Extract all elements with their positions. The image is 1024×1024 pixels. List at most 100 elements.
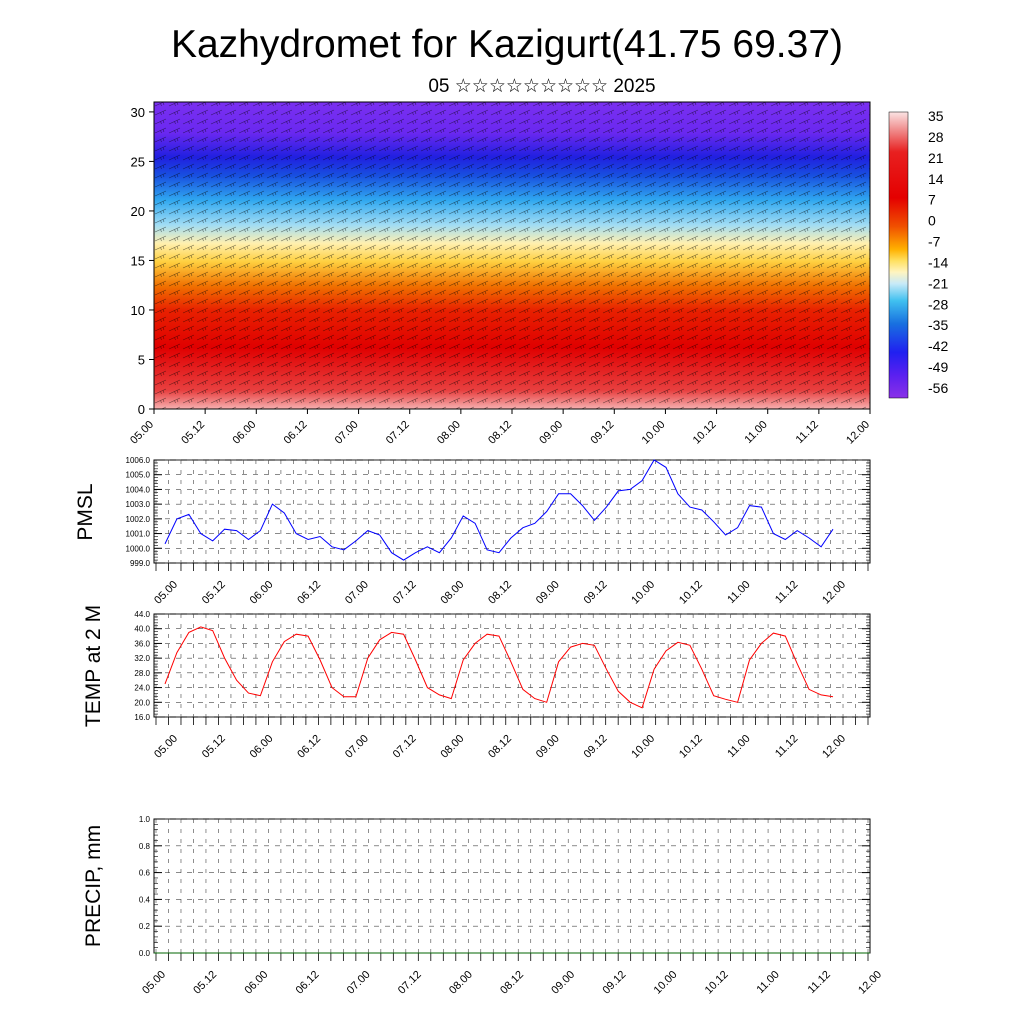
- x-tick-label: 10.00: [629, 733, 657, 761]
- x-tick-label: 06.12: [295, 733, 323, 761]
- x-tick-label: 08.12: [486, 733, 514, 761]
- y-tick-label: 0.0: [139, 949, 151, 958]
- x-tick-label: 06.00: [242, 969, 270, 997]
- x-tick-label: 08.12: [486, 419, 514, 447]
- y-tick-label: 40.0: [134, 625, 150, 634]
- x-tick-label: 10.12: [691, 419, 719, 447]
- x-tick-label: 08.00: [447, 969, 475, 997]
- x-tick-label: 11.00: [725, 579, 752, 606]
- x-tick-label: 11.12: [773, 733, 800, 760]
- pmsl-frame: [153, 459, 871, 564]
- colorbar-label: -42: [928, 338, 948, 354]
- x-tick-label: 11.00: [725, 733, 752, 760]
- cross-section-x-axis: 05.00 05.12 06.00 06.12 07.00 07.12 08.00 08.12…: [128, 409, 872, 447]
- temp-line: [164, 626, 834, 709]
- x-tick-label: 09.12: [582, 733, 610, 761]
- precip-grid: [154, 818, 870, 954]
- x-tick-label: 07.00: [333, 419, 361, 447]
- cross-section-y-axis: 0 5 10 15 20 25 30: [131, 105, 154, 417]
- chart-subtitle: 05 ☆☆☆☆☆☆☆☆☆ 2025: [428, 76, 655, 97]
- cross-section-barbs: [154, 102, 870, 409]
- x-tick-label: 09.12: [600, 969, 628, 997]
- colorbar-label: 14: [928, 171, 944, 187]
- x-tick-label: 08.12: [498, 969, 526, 997]
- temp-ylabel: TEMP at 2 M: [82, 605, 105, 727]
- pmsl-grid: [154, 459, 870, 564]
- y-tick-label: 5: [138, 352, 145, 367]
- x-tick-label: 05.12: [191, 969, 219, 997]
- x-tick-label: 07.12: [384, 419, 412, 447]
- y-tick-label: 32.0: [134, 654, 150, 663]
- x-tick-label: 10.00: [652, 969, 680, 997]
- y-tick-label: 0: [138, 402, 145, 417]
- y-tick-label: 1005.0: [126, 471, 151, 480]
- x-tick-label: 07.00: [343, 733, 371, 761]
- y-tick-label: 20: [131, 204, 145, 219]
- y-tick-label: 0.4: [139, 895, 151, 904]
- x-tick-label: 05.00: [128, 419, 156, 447]
- x-tick-label: 10.00: [629, 579, 657, 607]
- y-tick-label: 16.0: [134, 713, 150, 722]
- colorbar-label: -49: [928, 359, 948, 375]
- y-tick-label: 24.0: [134, 684, 150, 693]
- x-tick-label: 12.00: [820, 733, 848, 761]
- y-tick-label: 1003.0: [126, 500, 151, 509]
- x-tick-label: 11.00: [742, 419, 769, 446]
- x-tick-label: 07.12: [396, 969, 424, 997]
- x-tick-label: 05.12: [200, 733, 228, 761]
- colorbar-scale: [888, 111, 909, 399]
- cross-section-panel: 0 5 10 15 20 25 30 05.00 05.12 06.00 06.12 07.00 07…: [128, 101, 872, 447]
- pmsl-line: [164, 459, 834, 561]
- x-tick-label: 11.12: [794, 419, 821, 446]
- x-tick-label: 10.00: [640, 419, 668, 447]
- colorbar-label: -14: [928, 254, 948, 270]
- x-tick-label: 08.00: [438, 733, 466, 761]
- y-tick-label: 44.0: [134, 610, 150, 619]
- pmsl-panel: 1006.0 1005.0 1004.0 1003.0 1002.0 1001.0 1000…: [74, 456, 871, 607]
- precip-frame: [153, 818, 871, 954]
- x-tick-label: 07.00: [345, 969, 373, 997]
- x-tick-label: 09.00: [537, 419, 565, 447]
- x-tick-label: 06.12: [294, 969, 322, 997]
- x-tick-label: 12.00: [844, 419, 872, 447]
- colorbar: 35 28 21 14 7 0 -7 -14 -21 -28 -35 -42 -49 -56: [888, 108, 948, 399]
- colorbar-labels: 35 28 21 14 7 0 -7 -14 -21 -28 -35 -42 -49 -56: [928, 108, 948, 396]
- x-tick-label: 12.00: [820, 579, 848, 607]
- y-tick-label: 28.0: [134, 669, 150, 678]
- x-tick-label: 05.12: [200, 579, 228, 607]
- colorbar-label: 21: [928, 150, 944, 166]
- x-tick-label: 09.12: [582, 579, 610, 607]
- y-tick-label: 1002.0: [126, 515, 151, 524]
- colorbar-label: -7: [928, 234, 941, 250]
- x-tick-label: 06.00: [248, 733, 276, 761]
- x-tick-label: 11.00: [754, 969, 781, 996]
- y-tick-label: 1.0: [139, 815, 151, 824]
- y-tick-label: 36.0: [134, 639, 150, 648]
- temp-axes: 44.0 40.0 36.0 32.0 28.0 24.0 20.0 16.0 05.00 05.…: [134, 610, 870, 761]
- x-tick-label: 06.00: [230, 419, 258, 447]
- x-tick-label: 05.00: [140, 969, 168, 997]
- y-tick-label: 1001.0: [126, 530, 151, 539]
- y-tick-label: 1006.0: [126, 456, 151, 465]
- x-tick-label: 11.12: [806, 969, 833, 996]
- x-tick-label: 10.12: [677, 733, 705, 761]
- x-tick-label: 09.12: [588, 419, 616, 447]
- y-tick-label: 30: [131, 105, 145, 120]
- chart-title: Kazhydromet for Kazigurt(41.75 69.37): [171, 23, 843, 66]
- x-tick-label: 11.12: [773, 579, 800, 606]
- y-tick-label: 0.2: [139, 922, 151, 931]
- x-tick-label: 09.00: [534, 733, 562, 761]
- y-tick-label: 0.6: [139, 869, 151, 878]
- x-tick-label: 07.12: [391, 579, 419, 607]
- y-tick-label: 1000.0: [126, 544, 151, 553]
- colorbar-label: 35: [928, 108, 944, 124]
- precip-panel: 1.0 0.8 0.6 0.4 0.2 0.0 05.00 05.12 06.00 06.12 07…: [82, 815, 884, 997]
- x-tick-label: 06.12: [295, 579, 323, 607]
- y-tick-label: 20.0: [134, 698, 150, 707]
- precip-ylabel: PRECIP, mm: [82, 825, 105, 947]
- y-tick-label: 1004.0: [126, 485, 151, 494]
- x-tick-label: 08.00: [438, 579, 466, 607]
- pmsl-series: [164, 459, 834, 561]
- colorbar-label: 0: [928, 213, 936, 229]
- x-tick-label: 10.12: [703, 969, 731, 997]
